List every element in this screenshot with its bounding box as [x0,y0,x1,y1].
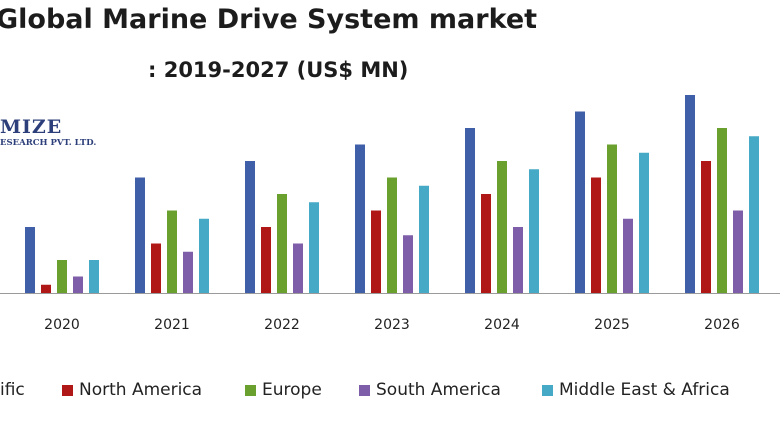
legend-swatch-middle-east-africa [542,385,553,396]
bar-asia-pacific-2024 [465,128,475,293]
bar-middle-east-africa-2020 [89,260,99,293]
bar-europe-2021 [167,211,177,294]
bar-north-america-2023 [371,211,381,294]
bar-asia-pacific-2022 [245,161,255,293]
bar-middle-east-africa-2023 [419,186,429,293]
legend-item-north-america: North America [62,380,202,400]
legend-item-asia-pacific: ific [0,380,25,400]
legend-item-europe: Europe [245,380,322,400]
x-tick-label-2024: 2024 [484,317,520,333]
bar-asia-pacific-2025 [575,112,585,294]
chart-legend: ific North America Europe South America … [0,380,780,410]
bar-chart: 2020 2021 2022 2023 2024 2025 2026 [0,0,780,440]
bar-south-america-2024 [513,227,523,293]
x-tick-label-2026: 2026 [704,317,740,333]
legend-label-middle-east-africa: Middle East & Africa [559,380,730,400]
legend-label-south-america: South America [376,380,501,400]
bar-asia-pacific-2023 [355,145,365,294]
bar-north-america-2024 [481,194,491,293]
legend-item-south-america: South America [359,380,501,400]
bar-south-america-2023 [403,235,413,293]
bar-south-america-2020 [73,277,83,294]
x-tick-label-2020: 2020 [44,317,80,333]
bar-middle-east-africa-2021 [199,219,209,293]
bar-north-america-2021 [151,244,161,294]
legend-label-north-america: North America [79,380,202,400]
legend-swatch-south-america [359,385,370,396]
bar-europe-2025 [607,145,617,294]
legend-swatch-europe [245,385,256,396]
bar-europe-2024 [497,161,507,293]
bar-europe-2026 [717,128,727,293]
bar-europe-2022 [277,194,287,293]
bar-asia-pacific-2020 [25,227,35,293]
bar-middle-east-africa-2024 [529,169,539,293]
bar-north-america-2022 [261,227,271,293]
bar-middle-east-africa-2022 [309,202,319,293]
bar-europe-2023 [387,178,397,294]
bar-north-america-2026 [701,161,711,293]
legend-item-middle-east-africa: Middle East & Africa [542,380,730,400]
bar-asia-pacific-2021 [135,178,145,294]
bar-middle-east-africa-2025 [639,153,649,293]
legend-swatch-north-america [62,385,73,396]
x-tick-label-2025: 2025 [594,317,630,333]
bar-south-america-2025 [623,219,633,293]
bar-asia-pacific-2026 [685,95,695,293]
legend-label-asia-pacific: ific [0,380,25,400]
x-tick-label-2021: 2021 [154,317,190,333]
bar-middle-east-africa-2026 [749,136,759,293]
x-tick-label-2023: 2023 [374,317,410,333]
bar-south-america-2022 [293,244,303,294]
bar-south-america-2026 [733,211,743,294]
x-tick-label-2022: 2022 [264,317,300,333]
bar-north-america-2020 [41,285,51,293]
bar-europe-2020 [57,260,67,293]
bar-north-america-2025 [591,178,601,294]
bar-south-america-2021 [183,252,193,293]
legend-label-europe: Europe [262,380,322,400]
